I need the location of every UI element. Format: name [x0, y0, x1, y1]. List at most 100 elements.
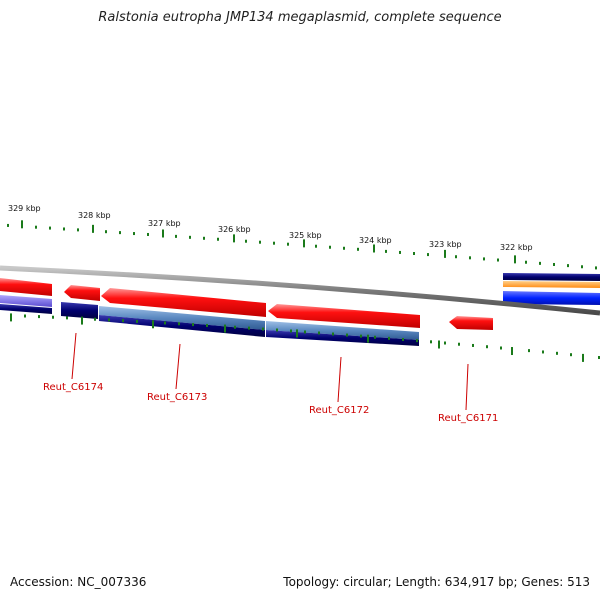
blue-feature[interactable]	[503, 291, 600, 305]
kbp-label-325: 325 kbp	[289, 231, 322, 240]
navy-feature-top[interactable]	[503, 273, 600, 281]
navy-feature-2[interactable]	[266, 330, 419, 346]
leader-reut-c6173	[175, 343, 181, 390]
leader-reut-c6171	[465, 363, 469, 411]
inner-minor-tick	[94, 317, 96, 321]
map-title: Ralstonia eutropha JMP134 megaplasmid, c…	[98, 10, 502, 25]
inner-minor-tick	[346, 333, 348, 337]
orange-feature[interactable]	[503, 281, 600, 288]
inner-major-tick	[582, 353, 584, 362]
outer-major-tick	[92, 224, 94, 233]
outer-minor-tick	[175, 234, 177, 238]
steelblue-feature-1[interactable]	[99, 306, 265, 330]
inner-minor-tick	[528, 349, 530, 353]
outer-major-tick	[303, 239, 305, 248]
inner-minor-tick	[206, 323, 208, 327]
outer-minor-tick	[581, 265, 583, 269]
inner-minor-tick	[276, 328, 278, 332]
kbp-label-322: 322 kbp	[500, 243, 533, 252]
inner-minor-tick	[360, 334, 362, 338]
outer-minor-tick	[497, 258, 499, 262]
inner-minor-tick	[318, 331, 320, 335]
inner-minor-tick	[416, 339, 418, 343]
inner-minor-tick	[66, 316, 68, 320]
inner-minor-tick	[332, 332, 334, 336]
cds-arrow-reut-c6174[interactable]	[64, 285, 100, 301]
inner-minor-tick	[402, 337, 404, 341]
outer-major-tick	[373, 244, 375, 253]
outer-minor-tick	[427, 253, 429, 257]
inner-minor-tick	[192, 323, 194, 327]
lavender-feature[interactable]	[0, 295, 52, 307]
outer-major-ticks	[21, 220, 516, 264]
outer-minor-tick	[399, 250, 401, 254]
gene-label-reut-c6172[interactable]: Reut_C6172	[309, 405, 369, 416]
navy-feature-1[interactable]	[99, 315, 265, 337]
outer-major-tick	[21, 220, 23, 229]
inner-minor-tick	[38, 315, 40, 319]
cds-arrow-left-edge[interactable]	[0, 278, 52, 296]
outer-minor-tick	[385, 249, 387, 253]
kbp-label-323: 323 kbp	[429, 240, 462, 249]
inner-minor-tick	[122, 319, 124, 323]
inner-minor-tick	[430, 340, 432, 344]
outer-minor-tick	[245, 239, 247, 243]
kbp-label-324: 324 kbp	[359, 236, 392, 245]
outer-minor-tick	[203, 236, 205, 240]
gene-label-reut-c6174[interactable]: Reut_C6174	[43, 382, 103, 393]
inner-minor-tick	[500, 346, 502, 350]
outer-minor-tick	[469, 256, 471, 260]
outer-minor-tick	[525, 260, 527, 264]
outer-minor-tick	[567, 264, 569, 268]
outer-minor-tick	[273, 241, 275, 245]
outer-minor-tick	[539, 261, 541, 265]
sequence-backbone	[0, 265, 600, 316]
outer-minor-tick	[287, 242, 289, 246]
kbp-label-329: 329 kbp	[8, 204, 41, 213]
inner-major-tick	[511, 347, 513, 356]
inner-major-tick	[224, 324, 226, 333]
gene-label-reut-c6171[interactable]: Reut_C6171	[438, 413, 498, 424]
inner-minor-tick	[52, 315, 54, 319]
leader-reut-c6174	[71, 332, 77, 380]
kbp-label-328: 328 kbp	[78, 211, 111, 220]
inner-major-tick	[10, 313, 12, 322]
outer-minor-tick	[133, 232, 135, 236]
outer-minor-tick	[483, 257, 485, 261]
inner-minor-tick	[444, 341, 446, 345]
steelblue-feature-2[interactable]	[266, 321, 419, 340]
outer-minor-tick	[217, 237, 219, 241]
outer-minor-tick	[315, 244, 317, 248]
cds-arrow-reut-c6172[interactable]	[268, 304, 420, 328]
kbp-label-326: 326 kbp	[218, 225, 251, 234]
inner-minor-tick	[598, 356, 600, 360]
outer-scale-ring: 329 kbp 328 kbp 327 kbp 326 kbp 325 kbp …	[7, 204, 597, 270]
inner-major-tick	[81, 316, 83, 325]
outer-minor-tick	[329, 245, 331, 249]
outer-minor-tick	[49, 226, 51, 230]
inner-minor-tick	[164, 321, 166, 325]
inner-minor-tick	[374, 335, 376, 339]
leader-reut-c6172	[337, 356, 342, 403]
cds-arrow-reut-c6171[interactable]	[449, 316, 493, 330]
navy-feature-block[interactable]	[61, 302, 98, 319]
kbp-label-327: 327 kbp	[148, 219, 181, 228]
reverse-strand-cds	[0, 278, 493, 330]
gene-label-reut-c6173[interactable]: Reut_C6173	[147, 392, 207, 403]
inner-major-tick	[152, 320, 154, 329]
outer-minor-tick	[7, 223, 9, 227]
outer-major-tick	[444, 249, 446, 258]
navy-feature-left[interactable]	[0, 304, 52, 314]
outer-minor-tick	[63, 227, 65, 231]
kbp-labels: 329 kbp 328 kbp 327 kbp 326 kbp 325 kbp …	[8, 204, 533, 252]
cds-arrow-reut-c6173[interactable]	[101, 288, 266, 317]
inner-minor-tick	[290, 329, 292, 333]
outer-major-tick	[233, 234, 235, 243]
inner-major-tick	[296, 329, 298, 338]
inner-minor-tick	[458, 342, 460, 346]
inner-minor-tick	[108, 318, 110, 322]
outer-major-tick	[162, 229, 164, 238]
inner-major-tick	[367, 334, 369, 343]
genome-summary-text: Topology: circular; Length: 634,917 bp; …	[283, 575, 590, 589]
